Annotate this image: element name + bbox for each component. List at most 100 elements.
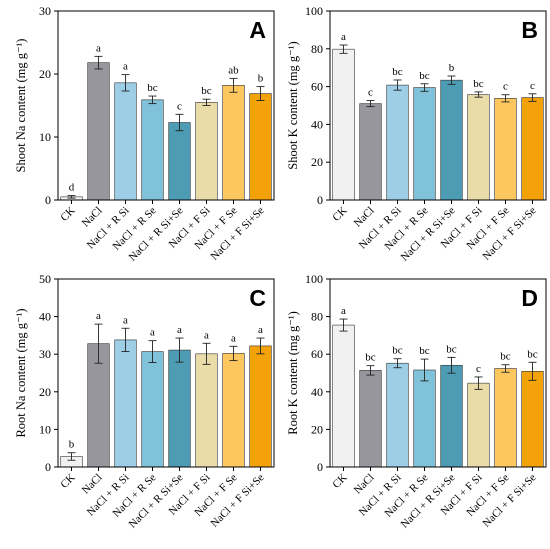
significance-label: bc xyxy=(473,78,484,90)
error-bar xyxy=(202,98,211,106)
error-bar xyxy=(447,75,456,85)
bar xyxy=(195,353,218,468)
error-bar xyxy=(121,74,130,92)
bar xyxy=(467,94,490,201)
bar xyxy=(249,93,272,201)
error-bar xyxy=(420,358,429,382)
error-bar xyxy=(229,77,238,93)
bar xyxy=(386,362,409,468)
error-bar xyxy=(393,358,402,369)
plot-frame xyxy=(57,10,275,201)
bar xyxy=(359,370,382,468)
significance-label: a xyxy=(204,329,209,341)
significance-label: a xyxy=(231,332,236,344)
error-bar xyxy=(366,365,375,376)
plot-frame xyxy=(57,278,275,468)
bar xyxy=(168,122,191,201)
y-tick-label: 0 xyxy=(45,193,51,207)
bar xyxy=(195,102,218,201)
error-bar xyxy=(175,337,184,363)
error-bar xyxy=(94,323,103,364)
error-bar xyxy=(366,100,375,108)
y-tick-label: 0 xyxy=(317,193,323,207)
bar xyxy=(494,98,517,201)
bar xyxy=(413,87,436,201)
significance-label: bc xyxy=(392,66,403,78)
y-tick-label: 40 xyxy=(311,117,323,131)
y-tick-label: 100 xyxy=(305,4,323,18)
bar xyxy=(114,339,137,468)
error-bar xyxy=(339,44,348,54)
error-bar xyxy=(148,95,157,105)
significance-label: bc xyxy=(527,348,538,360)
bar xyxy=(494,368,517,468)
significance-label: bc xyxy=(147,82,158,94)
x-tick-label: CK xyxy=(330,205,349,224)
error-bar xyxy=(474,376,483,390)
panel-letter: D xyxy=(521,285,538,311)
error-bar xyxy=(339,318,348,332)
error-bar xyxy=(148,340,157,363)
y-tick-label: 20 xyxy=(311,155,323,169)
significance-label: a xyxy=(150,327,155,339)
y-tick-label: 50 xyxy=(39,272,51,286)
error-bar xyxy=(175,113,184,132)
bar xyxy=(413,369,436,468)
error-bar xyxy=(474,91,483,98)
error-bar xyxy=(393,79,402,91)
significance-label: bc xyxy=(365,352,376,364)
bar xyxy=(249,345,272,468)
significance-label: c xyxy=(503,81,508,93)
significance-label: c xyxy=(476,363,481,375)
y-tick-label: 60 xyxy=(311,80,323,94)
significance-label: a xyxy=(123,61,128,73)
bar xyxy=(521,97,544,201)
y-tick-label: 40 xyxy=(311,385,323,399)
significance-label: a xyxy=(123,314,128,326)
significance-label: bc xyxy=(419,70,430,82)
bar xyxy=(222,85,245,201)
y-axis-label: Root K content (mg g⁻¹) xyxy=(286,311,300,435)
error-bar xyxy=(67,195,76,199)
bar xyxy=(332,48,355,201)
error-bar xyxy=(447,356,456,374)
significance-label: a xyxy=(96,42,101,54)
error-bar xyxy=(528,93,537,102)
bar xyxy=(467,382,490,468)
y-tick-label: 10 xyxy=(39,130,51,144)
error-bar xyxy=(94,55,103,70)
significance-label: d xyxy=(69,182,75,194)
x-tick-label: CK xyxy=(330,472,349,491)
x-tick-label: CK xyxy=(58,472,77,491)
error-bar xyxy=(229,345,238,362)
y-axis-label: Shoot Na content (mg g⁻¹) xyxy=(14,39,28,173)
bar xyxy=(332,324,355,468)
bar xyxy=(440,364,463,468)
significance-label: bc xyxy=(392,345,403,357)
y-tick-label: 0 xyxy=(317,460,323,474)
y-tick-label: 20 xyxy=(311,422,323,436)
significance-label: b xyxy=(449,62,455,74)
y-tick-label: 10 xyxy=(39,422,51,436)
bar xyxy=(359,103,382,201)
bar xyxy=(168,349,191,468)
significance-label: bc xyxy=(419,345,430,357)
y-tick-label: 0 xyxy=(45,460,51,474)
error-bar xyxy=(256,337,265,355)
error-bar xyxy=(528,361,537,381)
significance-label: c xyxy=(177,100,182,112)
plot-frame xyxy=(329,10,547,201)
significance-label: c xyxy=(530,80,535,92)
y-axis-label: Shoot K content (mg g⁻¹) xyxy=(286,41,300,169)
bar xyxy=(87,62,110,201)
y-tick-label: 20 xyxy=(39,67,51,81)
significance-label: a xyxy=(177,324,182,336)
significance-label: a xyxy=(258,324,263,336)
error-bar xyxy=(256,86,265,101)
plot-frame xyxy=(329,278,547,468)
